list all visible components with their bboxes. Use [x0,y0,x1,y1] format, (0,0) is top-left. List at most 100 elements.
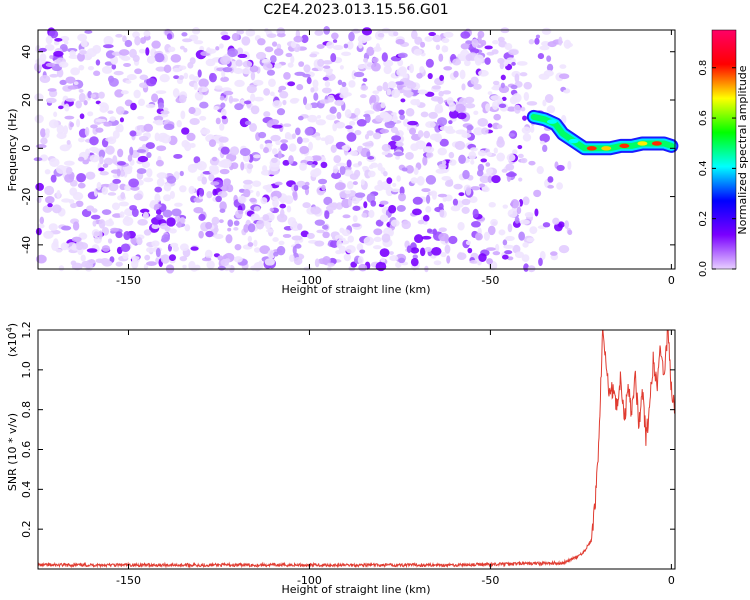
spectrogram-cell [439,74,445,82]
spectrogram-cell [107,136,117,145]
spectrogram-cell [353,71,365,78]
spectrogram-cell [45,128,50,136]
spectrogram-cell [470,159,475,165]
spectrogram-cell [564,220,570,229]
spectrogram-cell [198,213,206,221]
spectrogram-cell [504,250,513,255]
spectrogram-cell [84,30,93,34]
spectrogram-cell [483,231,490,241]
spectrogram-cell [466,124,474,131]
spectrogram-cell [125,167,133,175]
spectrogram-cell [500,74,506,81]
spectrogram-cell [296,136,303,145]
spectrogram-cell [410,177,418,184]
spectrogram-cell [269,91,275,97]
spectrogram-cell [343,253,352,262]
spectrogram-cell [486,247,496,251]
spectrogram-cell [400,98,406,103]
spectrogram-cell [269,207,275,212]
spectrogram-cell [219,168,230,175]
spectrogram-cell [381,151,389,156]
spectrogram-cell [401,220,411,230]
spectrogram-cell [246,84,257,94]
spectrogram-cell [487,123,493,128]
spectrogram-cell [34,93,44,102]
spectrogram-cell [493,113,501,121]
spectrogram-cell [45,35,53,45]
spectrogram-cell [79,113,85,120]
spectrogram-cell [233,256,243,263]
spectrogram-cell [272,198,279,208]
spectrogram-cell [542,99,547,107]
spectrogram-cell [491,175,501,184]
spectrogram-cell [277,150,282,160]
spectrogram-cell [299,145,310,155]
spectrogram-cell [488,201,496,208]
spectrogram-cell [236,47,244,55]
spectrogram-cell [276,245,286,256]
spectrogram-cell [500,82,505,89]
spectrogram-cell [287,81,296,87]
spectrogram-cell [519,72,528,77]
spectrogram-cell [105,145,115,155]
spectrogram-cell [108,75,115,83]
spectrogram-cell [421,188,431,193]
spectrogram-cell [478,69,489,77]
signal-track [526,109,679,156]
spectrogram-cell [126,74,137,81]
spectrogram-cell [452,58,462,66]
spectrogram-cell [322,65,331,69]
spectrogram-cell [240,161,245,171]
spectrogram-cell [249,197,257,203]
spectrogram-cell [486,151,493,157]
spectrogram-cell [464,103,476,109]
spectrogram-cell [181,140,190,148]
spectrogram-cell [386,177,393,184]
spectrogram-cell [129,146,134,156]
spectrogram-cell [290,97,300,103]
colorbar: 0.0 0.2 0.4 0.6 0.8 Normalized spectral ampl… [698,29,749,277]
spectrogram-cell [285,52,293,58]
spectrogram-cell [193,206,204,214]
spectrogram-cell [82,159,89,165]
spectrogram-cell [425,121,436,128]
spectrogram-cell [234,103,244,111]
spectrogram-cell [182,38,193,43]
spectrogram-cell [333,155,342,164]
spectrogram-cell [542,222,551,228]
spectrogram-cell [220,31,229,36]
spectrogram-cell [151,40,161,49]
spectrogram-cell [49,73,59,78]
spectrogram-cell [219,201,227,211]
spectrogram-cell [344,109,352,119]
spectrogram-cell [380,257,386,263]
spectrogram-cell [63,243,70,247]
spectrogram-cell [361,36,370,42]
spectrogram-cell [395,38,405,45]
spectrogram-cell [448,109,459,119]
spectrogram-cell [160,254,170,264]
spectrogram-cell [398,109,405,116]
spectrogram-cell [505,235,515,242]
spectrogram-cell [296,84,304,91]
spectrogram-cell [362,142,373,147]
spectrogram-cell [434,106,444,114]
spectrogram-cell [73,81,79,86]
spectrogram-cell [255,51,267,60]
spectrogram-cell [366,46,375,56]
spectrogram-cell [272,100,283,108]
spectrogram-cell [485,103,491,112]
spectrogram-cell [405,81,417,89]
spectrogram-cell [375,219,384,227]
spectrogram-cell [98,219,106,229]
spectrogram-cell [461,132,472,139]
spectrogram-cell [276,108,286,116]
spectrogram-cell [204,249,213,259]
spectrogram-cell [302,202,311,209]
spectrogram-cell [139,82,149,89]
spectrogram-cell [383,60,394,67]
spectrogram-cell [92,220,97,227]
snr-y-axis: 0.2 0.4 0.6 0.8 1.0 1.2 [20,321,675,538]
spectrogram-cell [217,255,224,261]
spectrogram-cell [312,79,319,88]
